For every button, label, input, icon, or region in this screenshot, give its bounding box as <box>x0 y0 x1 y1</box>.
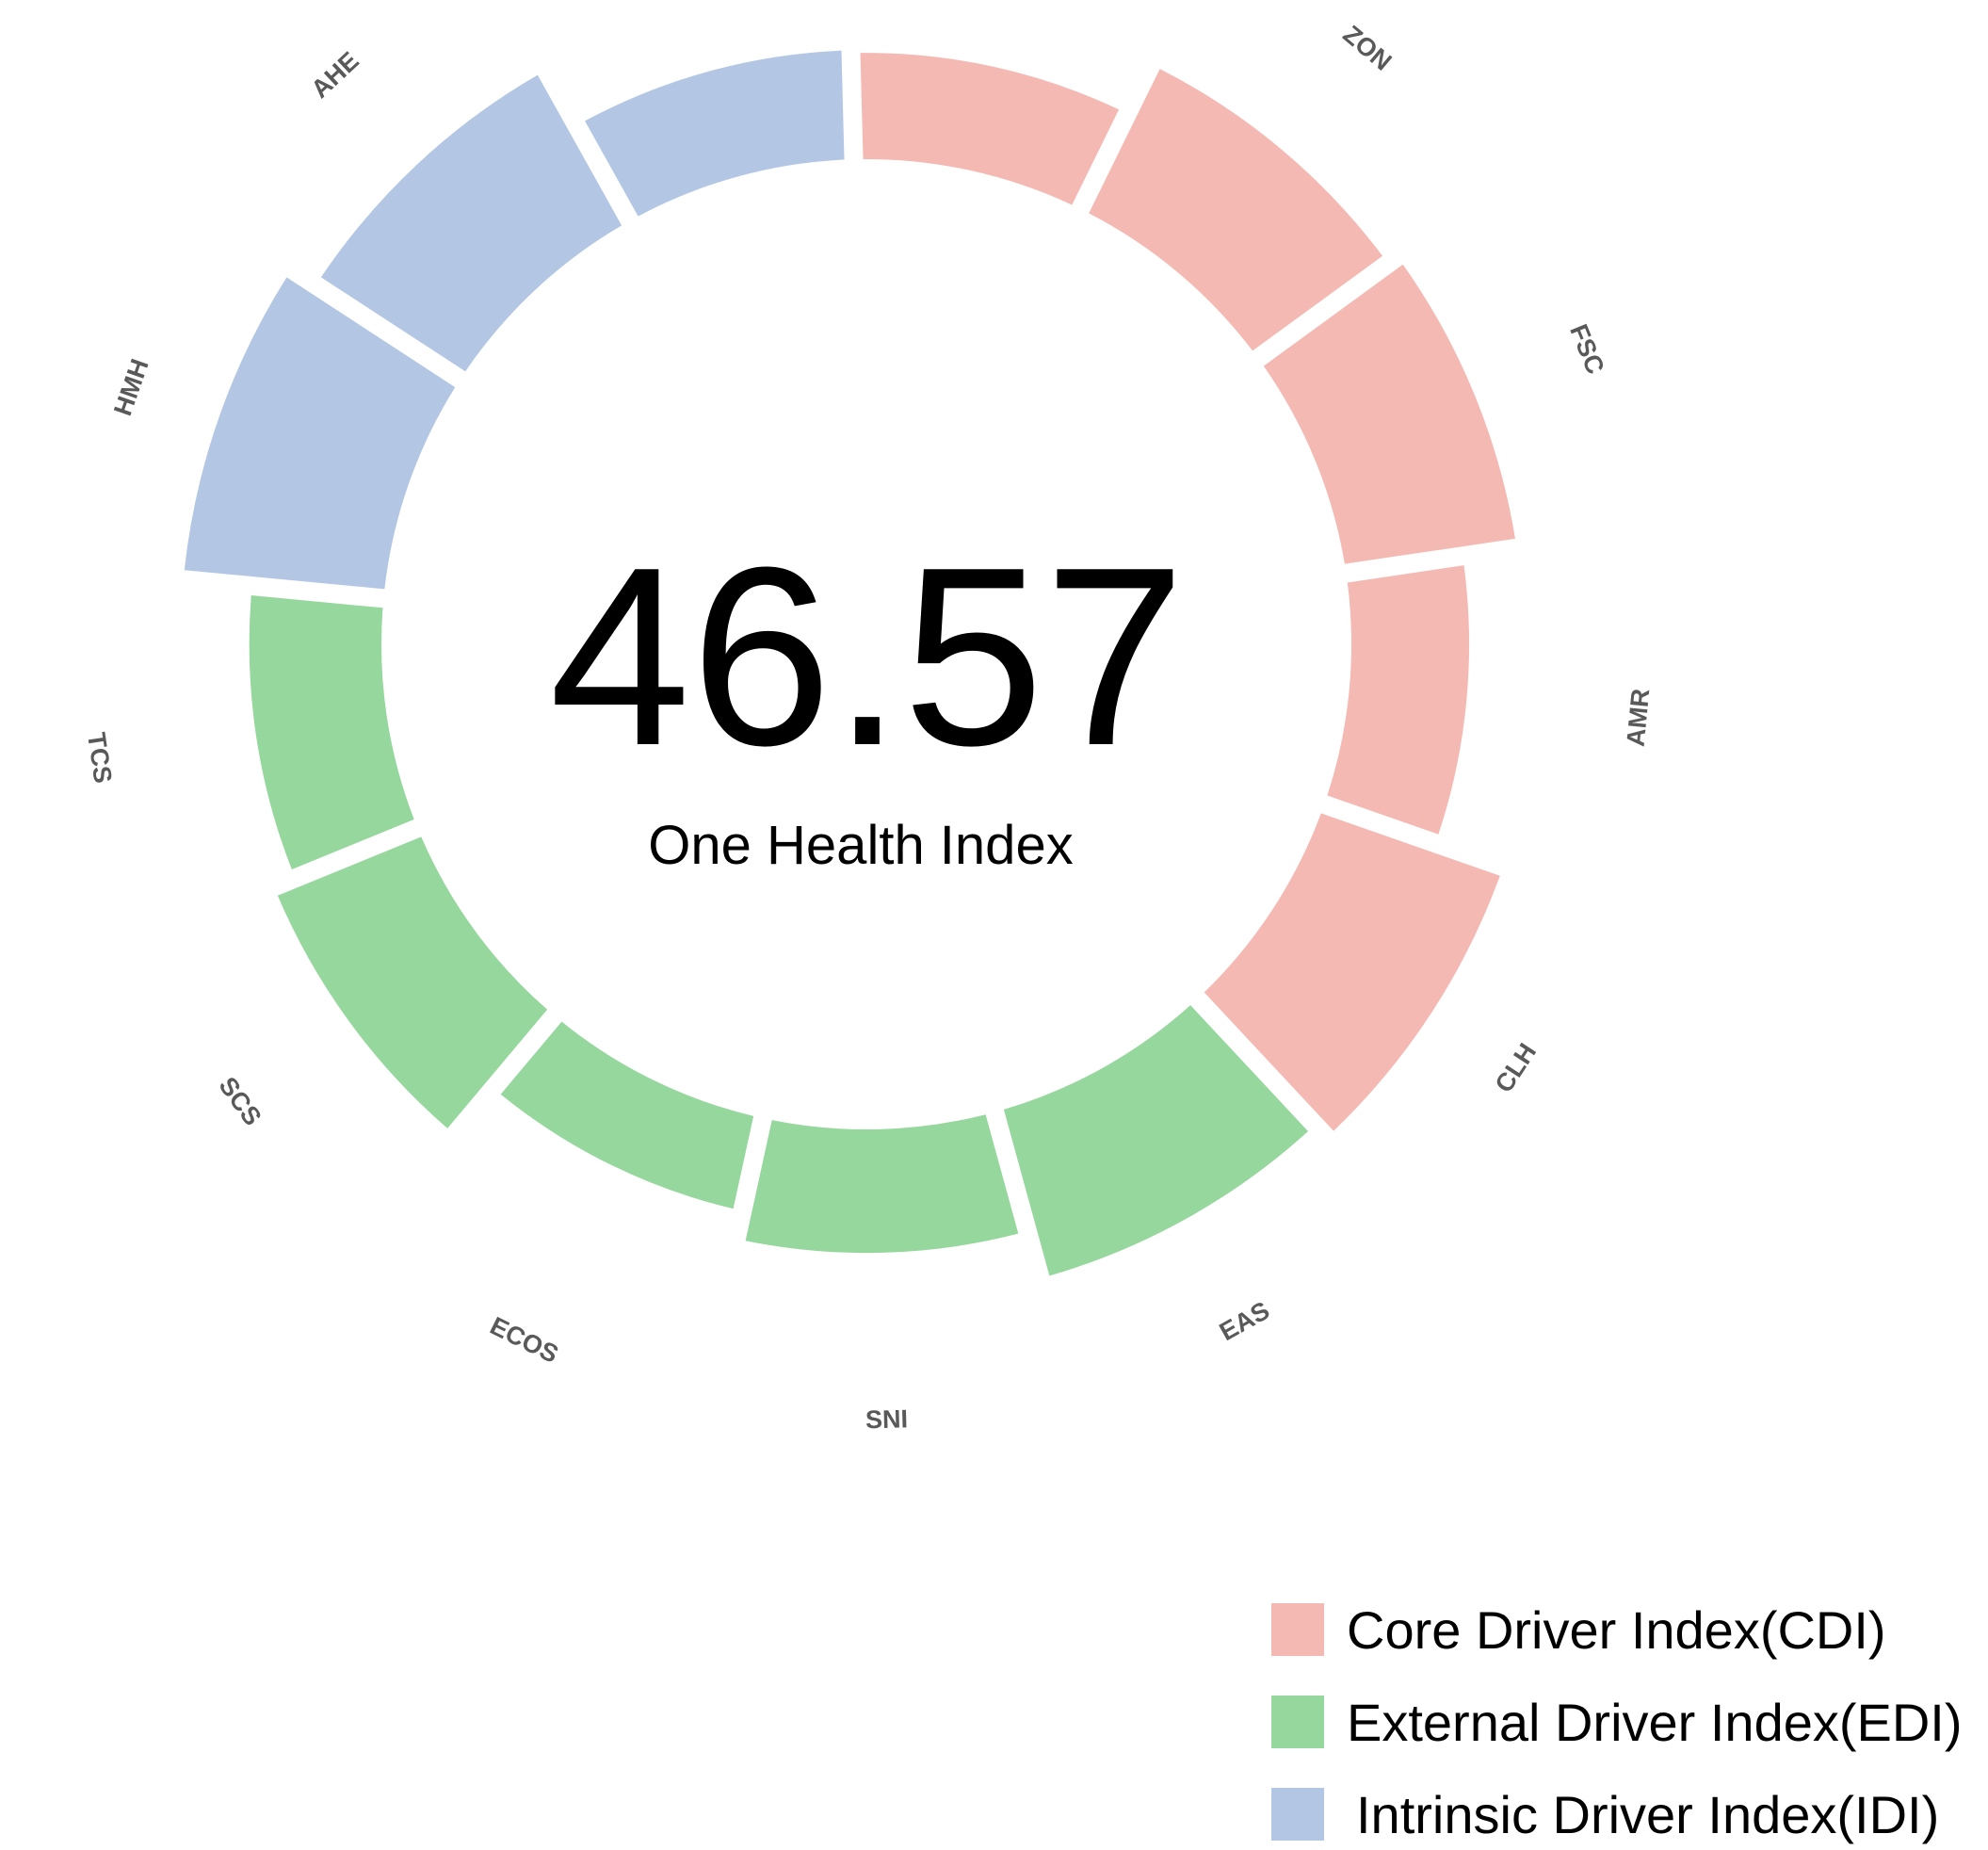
segment-label-ecos: ECOS <box>486 1311 563 1369</box>
segment-scs <box>277 836 548 1128</box>
segment-label-scs: SCS <box>214 1072 267 1131</box>
segment-fsc <box>1263 264 1515 564</box>
segment-label-tcs: TCS <box>82 731 118 786</box>
segment-gov <box>860 53 1120 205</box>
segment-label-sni: SNI <box>865 1404 909 1434</box>
legend-label-cdi: Core Driver Index(CDI) <box>1347 1600 1886 1660</box>
segment-label-fsc: FSC <box>1564 320 1609 378</box>
segment-eas <box>1003 1005 1309 1276</box>
center-value: 46.57 <box>549 515 1186 799</box>
segment-hmh <box>184 277 456 590</box>
segment-clh <box>1204 813 1500 1131</box>
center-label: One Health Index <box>648 815 1073 876</box>
segment-label-amr: AMR <box>1622 688 1656 748</box>
chart-segments <box>184 50 1515 1276</box>
segment-ehi <box>585 50 845 217</box>
legend: Core Driver Index(CDI) External Driver I… <box>1271 1600 1963 1844</box>
legend-swatch-edi <box>1271 1696 1324 1748</box>
segment-amr <box>1327 565 1470 835</box>
segment-label-eas: EAS <box>1215 1296 1274 1346</box>
segment-ahe <box>320 74 622 372</box>
segment-tcs <box>249 595 414 870</box>
legend-label-idi: Intrinsic Driver Index(IDI) <box>1356 1785 1939 1844</box>
segment-label-ahe: AHE <box>306 46 364 104</box>
segment-label-clh: CLH <box>1490 1038 1542 1097</box>
segment-label-zon: ZON <box>1337 20 1397 76</box>
legend-swatch-idi <box>1271 1788 1324 1841</box>
legend-label-edi: External Driver Index(EDI) <box>1347 1693 1963 1752</box>
segment-sni <box>745 1114 1019 1254</box>
segment-ecos <box>500 1021 754 1209</box>
legend-swatch-cdi <box>1271 1603 1324 1656</box>
segment-zon <box>1089 69 1383 351</box>
segment-label-hmh: HMH <box>108 355 154 419</box>
